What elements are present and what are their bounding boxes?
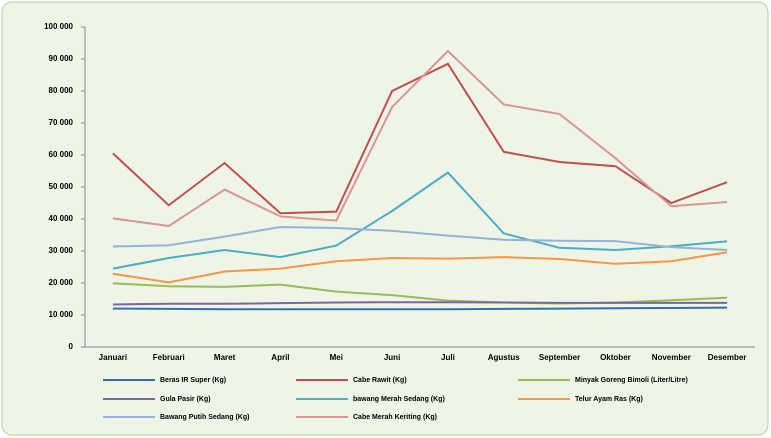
x-tick-label: Januari bbox=[99, 353, 127, 362]
y-tick-label: 40 000 bbox=[49, 214, 74, 223]
legend-label: Cabe Merah Keriting (Kg) bbox=[353, 414, 437, 421]
x-tick-label: November bbox=[652, 353, 691, 362]
y-tick-label: 100 000 bbox=[44, 22, 73, 31]
legend-label: Telur Ayam Ras (Kg) bbox=[575, 396, 643, 403]
x-tick-label: September bbox=[539, 353, 580, 362]
series-line bbox=[112, 301, 728, 306]
series-line bbox=[112, 171, 728, 270]
legend-label: Beras IR Super (Kg) bbox=[160, 377, 226, 384]
series-line bbox=[112, 225, 728, 252]
x-tick-label: Mei bbox=[330, 353, 343, 362]
legend-label: bawang Merah Sedang (Kg) bbox=[353, 396, 445, 403]
legend-label: Cabe Rawit (Kg) bbox=[353, 377, 407, 384]
series-line bbox=[112, 306, 728, 311]
x-tick-label: Februari bbox=[153, 353, 185, 362]
x-tick-label: Juni bbox=[384, 353, 400, 362]
y-tick-label: 30 000 bbox=[49, 246, 74, 255]
x-tick-label: Juli bbox=[441, 353, 455, 362]
y-tick-label: 90 000 bbox=[49, 54, 74, 63]
legend-label: Gula Pasir (Kg) bbox=[160, 396, 211, 403]
legend-label: Minyak Goreng Bimoli (Liter/Litre) bbox=[575, 377, 688, 384]
x-tick-label: Desember bbox=[708, 353, 747, 362]
x-tick-label: Agustus bbox=[488, 353, 521, 362]
series-line bbox=[112, 62, 728, 215]
y-tick-label: 80 000 bbox=[49, 86, 74, 95]
y-tick-label: 50 000 bbox=[49, 182, 74, 191]
x-tick-label: April bbox=[271, 353, 289, 362]
y-tick-label: 60 000 bbox=[49, 150, 74, 159]
legend-label: Bawang Putih Sedang (Kg) bbox=[160, 414, 249, 421]
y-tick-label: 20 000 bbox=[49, 278, 74, 287]
x-tick-label: Maret bbox=[214, 353, 236, 362]
y-tick-label: 10 000 bbox=[49, 310, 74, 319]
x-tick-label: Oktober bbox=[600, 353, 631, 362]
y-tick-label: 0 bbox=[69, 342, 74, 351]
y-tick-label: 70 000 bbox=[49, 118, 74, 127]
series-line bbox=[112, 49, 728, 228]
series-line bbox=[112, 251, 728, 284]
